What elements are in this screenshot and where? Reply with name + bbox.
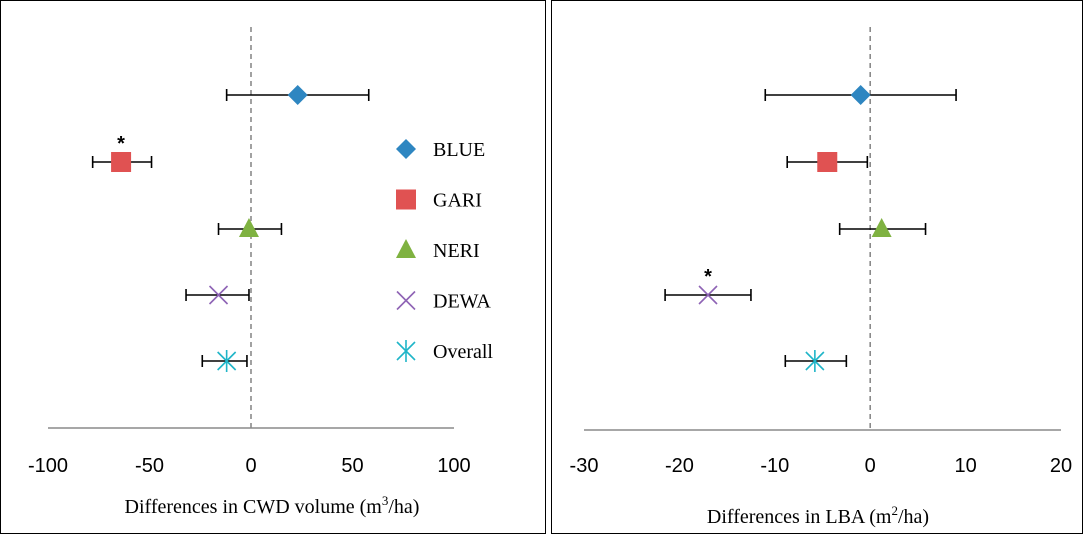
cwd-volume-chart: -100 -50 0 50 100 Differences in CWD volume (… [28,27,493,518]
lba-chart-panel: -30 -20 -10 0 10 20 Differences in LBA (m2/ha)… [551,0,1083,534]
x-tick-label: -10 [760,455,789,477]
x-tick-label: 0 [245,455,256,477]
x-tick-label: 100 [437,455,470,477]
x-tick-label: 50 [341,455,363,477]
x-tick-label: 10 [954,455,976,477]
point-dewa [208,285,229,305]
legend-marker-blue [396,139,416,159]
legend-marker-dewa [396,290,416,311]
x-tick-label: 0 [865,455,876,477]
point-gari [817,152,838,172]
x-tick-label: -50 [135,455,164,477]
x-tick-label: -30 [570,455,599,477]
significance-marker-gari: * [117,133,125,155]
legend-label-neri: NERI [433,240,480,262]
legend-marker-gari [396,189,416,210]
point-neri [871,218,892,237]
cwd-volume-chart-panel: -100 -50 0 50 100 Differences in CWD volume (… [0,0,546,534]
legend-marker-neri [396,239,416,258]
x-tick-label: -20 [665,455,694,477]
x-tick-label: 20 [1050,455,1072,477]
legend-label-overall: Overall [433,341,493,363]
legend-label-dewa: DEWA [433,291,491,313]
legend-label-blue: BLUE [433,139,485,161]
point-overall [217,350,237,372]
significance-marker-dewa: * [704,266,712,288]
point-blue [287,85,308,105]
x-tick-label: -100 [28,455,68,477]
point-dewa [698,285,718,305]
point-neri [238,218,259,237]
legend-marker-overall [396,340,416,362]
lba-chart: -30 -20 -10 0 10 20 Differences in LBA (m2/ha)… [570,27,1072,528]
point-overall [805,350,825,372]
point-gari [111,152,132,172]
point-blue [850,85,871,105]
x-axis-label: Differences in CWD volume (m3/ha) [125,493,420,518]
legend-label-gari: GARI [433,190,482,212]
x-axis-label: Differences in LBA (m2/ha) [707,503,929,528]
